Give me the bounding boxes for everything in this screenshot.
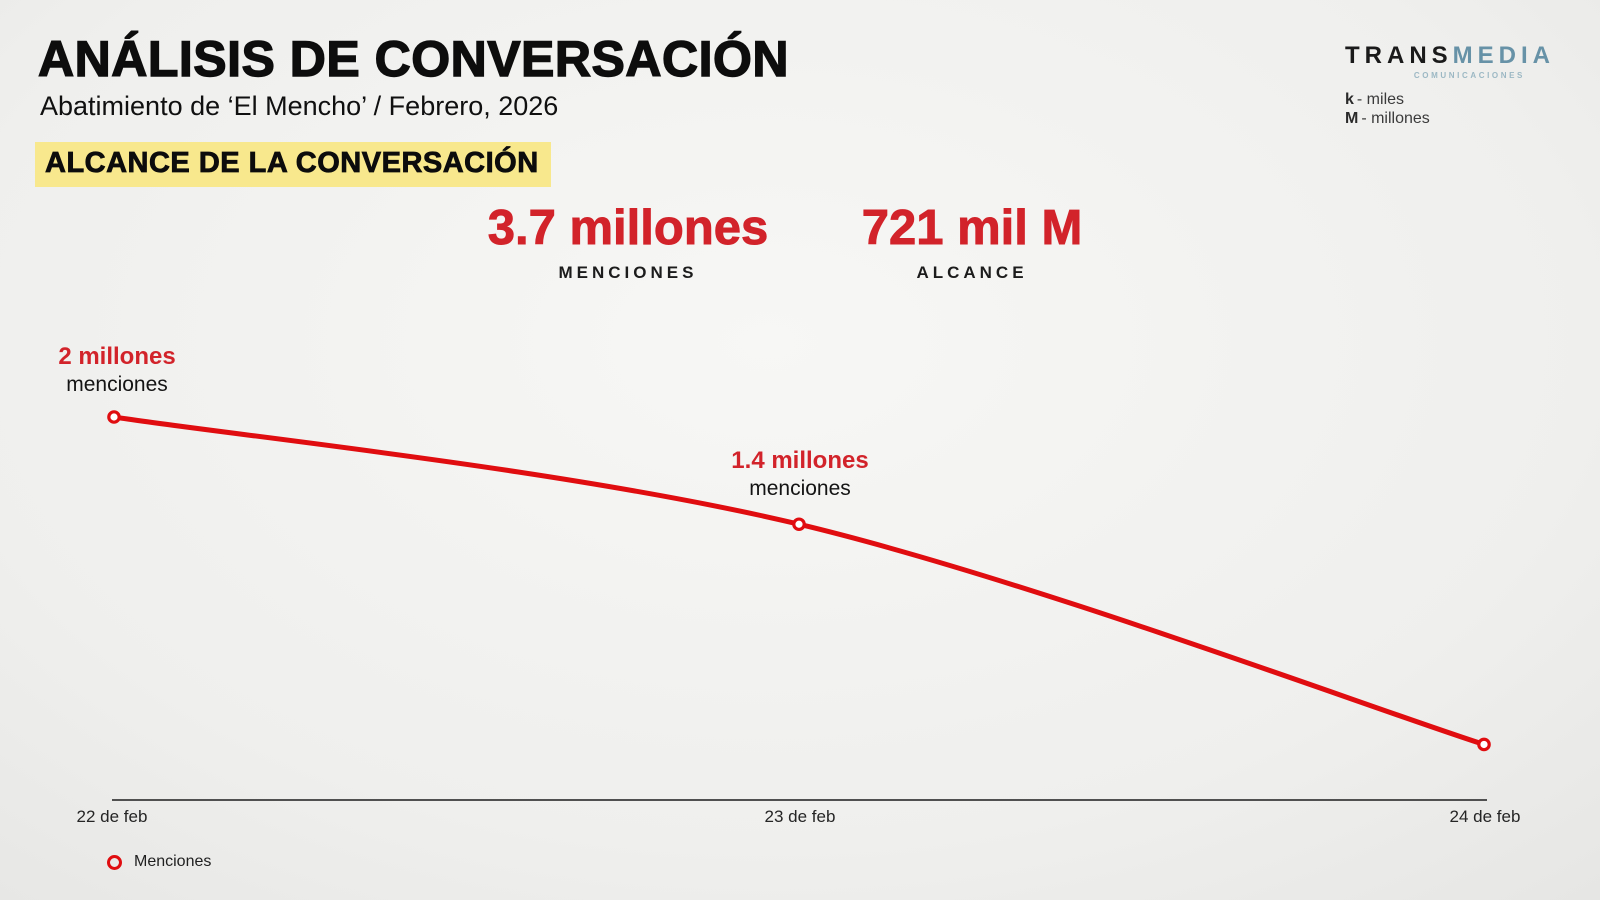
data-point-marker [107,410,121,424]
stat-alcance-value: 721 mil M [861,201,1083,255]
logo-tagline: COMUNICACIONES [1413,71,1525,80]
legend-open-circle-icon [107,854,122,870]
stat-menciones-value: 3.7 millones [487,201,769,255]
point-label-23feb: 1.4 millones menciones [731,447,869,501]
point-label-value: 2 millones [58,343,176,370]
point-label-unit: menciones [749,477,851,501]
page-title: ANÁLISIS DE CONVERSACIÓN [37,30,789,87]
brand-logo-wordmark: TRANSMEDIA [1345,42,1550,70]
legend-label: Menciones [134,853,212,870]
point-label-22feb: 2 millones menciones [58,343,176,397]
unit-meaning-k: - miles [1356,91,1405,108]
stat-alcance-label: ALCANCE [916,263,1028,283]
stat-alcance: 721 mil M ALCANCE [861,201,1083,283]
units-key: k- miles M- millones [1345,90,1430,128]
chart-legend: Menciones [107,853,211,871]
stat-menciones-label: MENCIONES [558,263,698,283]
point-label-unit: menciones [66,373,168,397]
data-point-marker [1477,737,1491,752]
section-heading: ALCANCE DE LA CONVERSACIÓN [35,142,551,187]
unit-key-row-m: M- millones [1345,109,1430,128]
data-point-marker [792,517,806,532]
x-tick-23feb: 23 de feb [764,807,836,826]
x-tick-22feb: 22 de feb [76,807,148,826]
point-label-value: 1.4 millones [731,447,869,474]
unit-symbol-m: M [1345,110,1359,127]
unit-symbol-k: k [1345,91,1354,108]
logo-text-trans: TRANS [1345,42,1453,69]
logo-text-media: MEDIA [1452,42,1556,69]
unit-meaning-m: - millones [1361,110,1430,127]
unit-key-row-k: k- miles [1345,90,1430,109]
page-subtitle: Abatimiento de ‘El Mencho’ / Febrero, 20… [40,91,559,121]
stat-menciones: 3.7 millones MENCIONES [487,201,769,283]
x-tick-24feb: 24 de feb [1449,807,1521,826]
brand-logo: TRANSMEDIA COMUNICACIONES [1345,42,1550,80]
